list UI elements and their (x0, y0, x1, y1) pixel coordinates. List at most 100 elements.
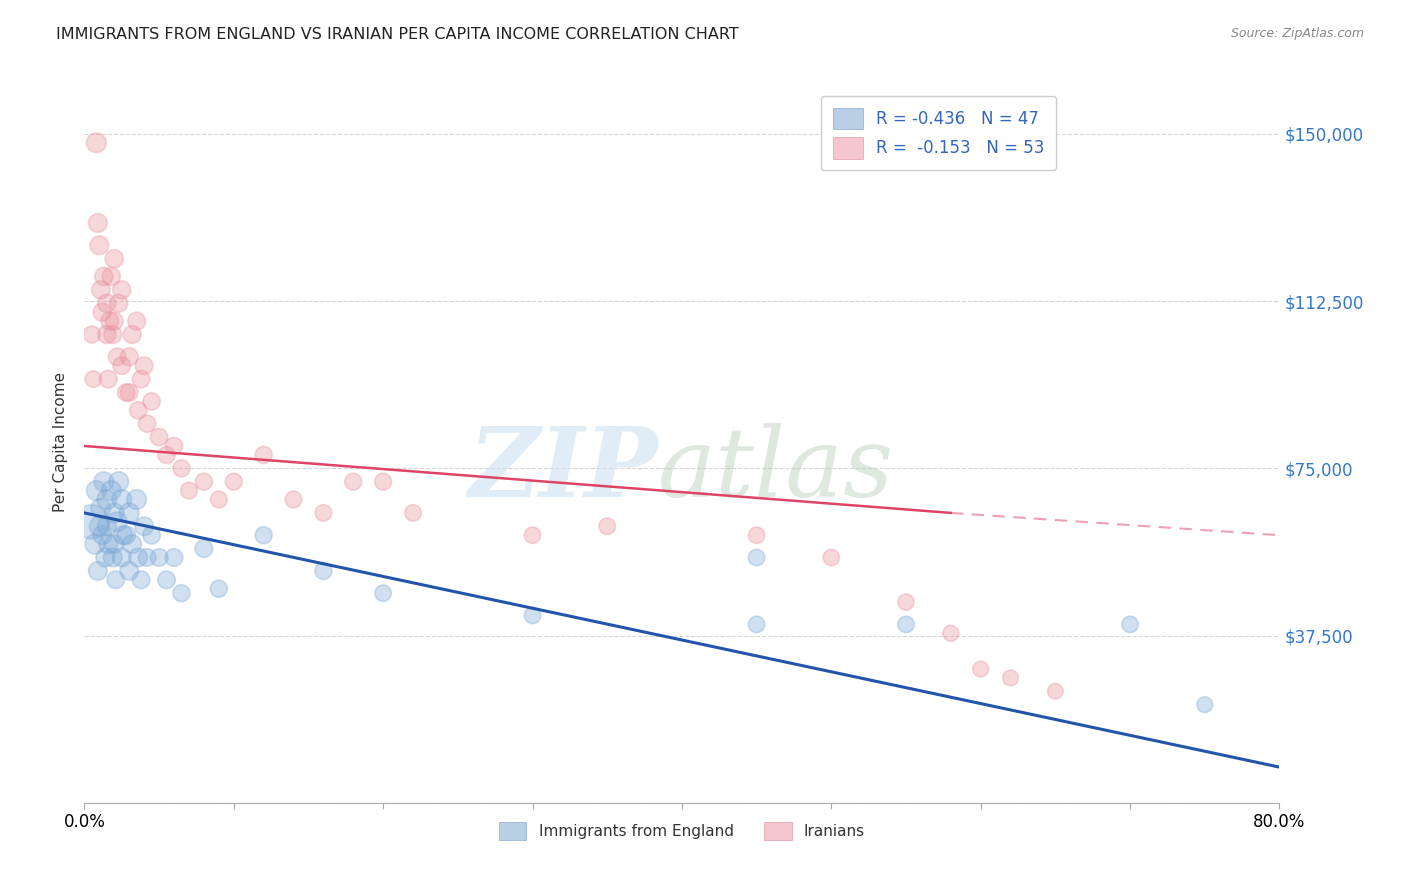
Point (111, 283, 134, 297)
Point (90, 283, 112, 297)
Point (98, 314, 121, 328)
Text: Source: ZipAtlas.com: Source: ZipAtlas.com (1230, 27, 1364, 40)
Point (129, 573, 152, 587)
Point (342, 475, 364, 489)
Point (112, 528, 135, 542)
Text: atlas: atlas (658, 424, 894, 517)
Point (80, 327, 103, 342)
Point (170, 586, 193, 600)
Point (87, 216, 110, 230)
Point (312, 506, 335, 520)
Point (148, 550, 170, 565)
Point (96, 296, 118, 310)
Point (89, 519, 111, 533)
Point (129, 372, 152, 386)
Point (132, 519, 156, 533)
Point (107, 296, 129, 310)
Point (87, 564, 110, 578)
Point (80, 515, 103, 529)
Point (97, 372, 120, 386)
Point (193, 475, 215, 489)
Point (939, 626, 962, 640)
Point (91, 305, 114, 319)
Point (100, 269, 122, 284)
Point (177, 483, 200, 498)
Point (96, 327, 118, 342)
Point (1000, 671, 1022, 685)
Point (86, 483, 108, 498)
Point (193, 541, 215, 556)
Point (104, 573, 127, 587)
Point (118, 350, 141, 364)
Point (373, 475, 395, 489)
Point (155, 573, 177, 587)
Point (83, 537, 105, 551)
Point (163, 439, 186, 453)
Point (93, 475, 115, 489)
Point (283, 492, 305, 507)
Point (94, 550, 117, 565)
Point (148, 430, 170, 444)
Point (970, 662, 993, 676)
Point (115, 528, 138, 542)
Point (103, 252, 125, 266)
Point (127, 403, 149, 417)
Point (253, 528, 276, 542)
Point (82, 372, 104, 386)
Y-axis label: Per Capita Income: Per Capita Income (53, 371, 69, 512)
Point (86, 136, 108, 150)
Point (1119, 617, 1142, 632)
Point (894, 595, 917, 609)
Point (132, 359, 156, 373)
Point (208, 492, 231, 507)
Point (163, 550, 186, 565)
Point (1194, 698, 1216, 712)
Point (894, 617, 917, 632)
Point (136, 550, 159, 565)
Point (121, 327, 143, 342)
Legend: Immigrants from England, Iranians: Immigrants from England, Iranians (492, 816, 872, 846)
Point (100, 483, 122, 498)
Point (101, 327, 124, 342)
Point (103, 537, 125, 551)
Point (745, 617, 768, 632)
Point (312, 564, 335, 578)
Point (373, 586, 395, 600)
Point (121, 537, 143, 551)
Point (745, 528, 768, 542)
Point (118, 564, 141, 578)
Point (125, 314, 148, 328)
Point (222, 475, 245, 489)
Text: ZIP: ZIP (468, 424, 658, 517)
Point (105, 350, 128, 364)
Point (820, 550, 842, 565)
Point (97, 537, 120, 551)
Point (89, 238, 111, 252)
Point (91, 528, 114, 542)
Point (103, 506, 125, 520)
Point (402, 506, 425, 520)
Point (107, 475, 129, 489)
Point (141, 528, 163, 542)
Point (125, 492, 148, 507)
Point (136, 417, 159, 431)
Point (101, 550, 124, 565)
Text: IMMIGRANTS FROM ENGLAND VS IRANIAN PER CAPITA INCOME CORRELATION CHART: IMMIGRANTS FROM ENGLAND VS IRANIAN PER C… (56, 27, 740, 42)
Point (96, 492, 118, 507)
Point (111, 492, 134, 507)
Point (111, 550, 134, 565)
Point (111, 359, 134, 373)
Point (253, 448, 276, 462)
Point (522, 608, 544, 623)
Point (596, 519, 619, 533)
Point (522, 528, 544, 542)
Point (745, 550, 768, 565)
Point (155, 448, 177, 462)
Point (93, 269, 115, 284)
Point (208, 582, 231, 596)
Point (103, 314, 125, 328)
Point (105, 515, 128, 529)
Point (96, 519, 118, 533)
Point (118, 385, 141, 400)
Point (90, 501, 112, 516)
